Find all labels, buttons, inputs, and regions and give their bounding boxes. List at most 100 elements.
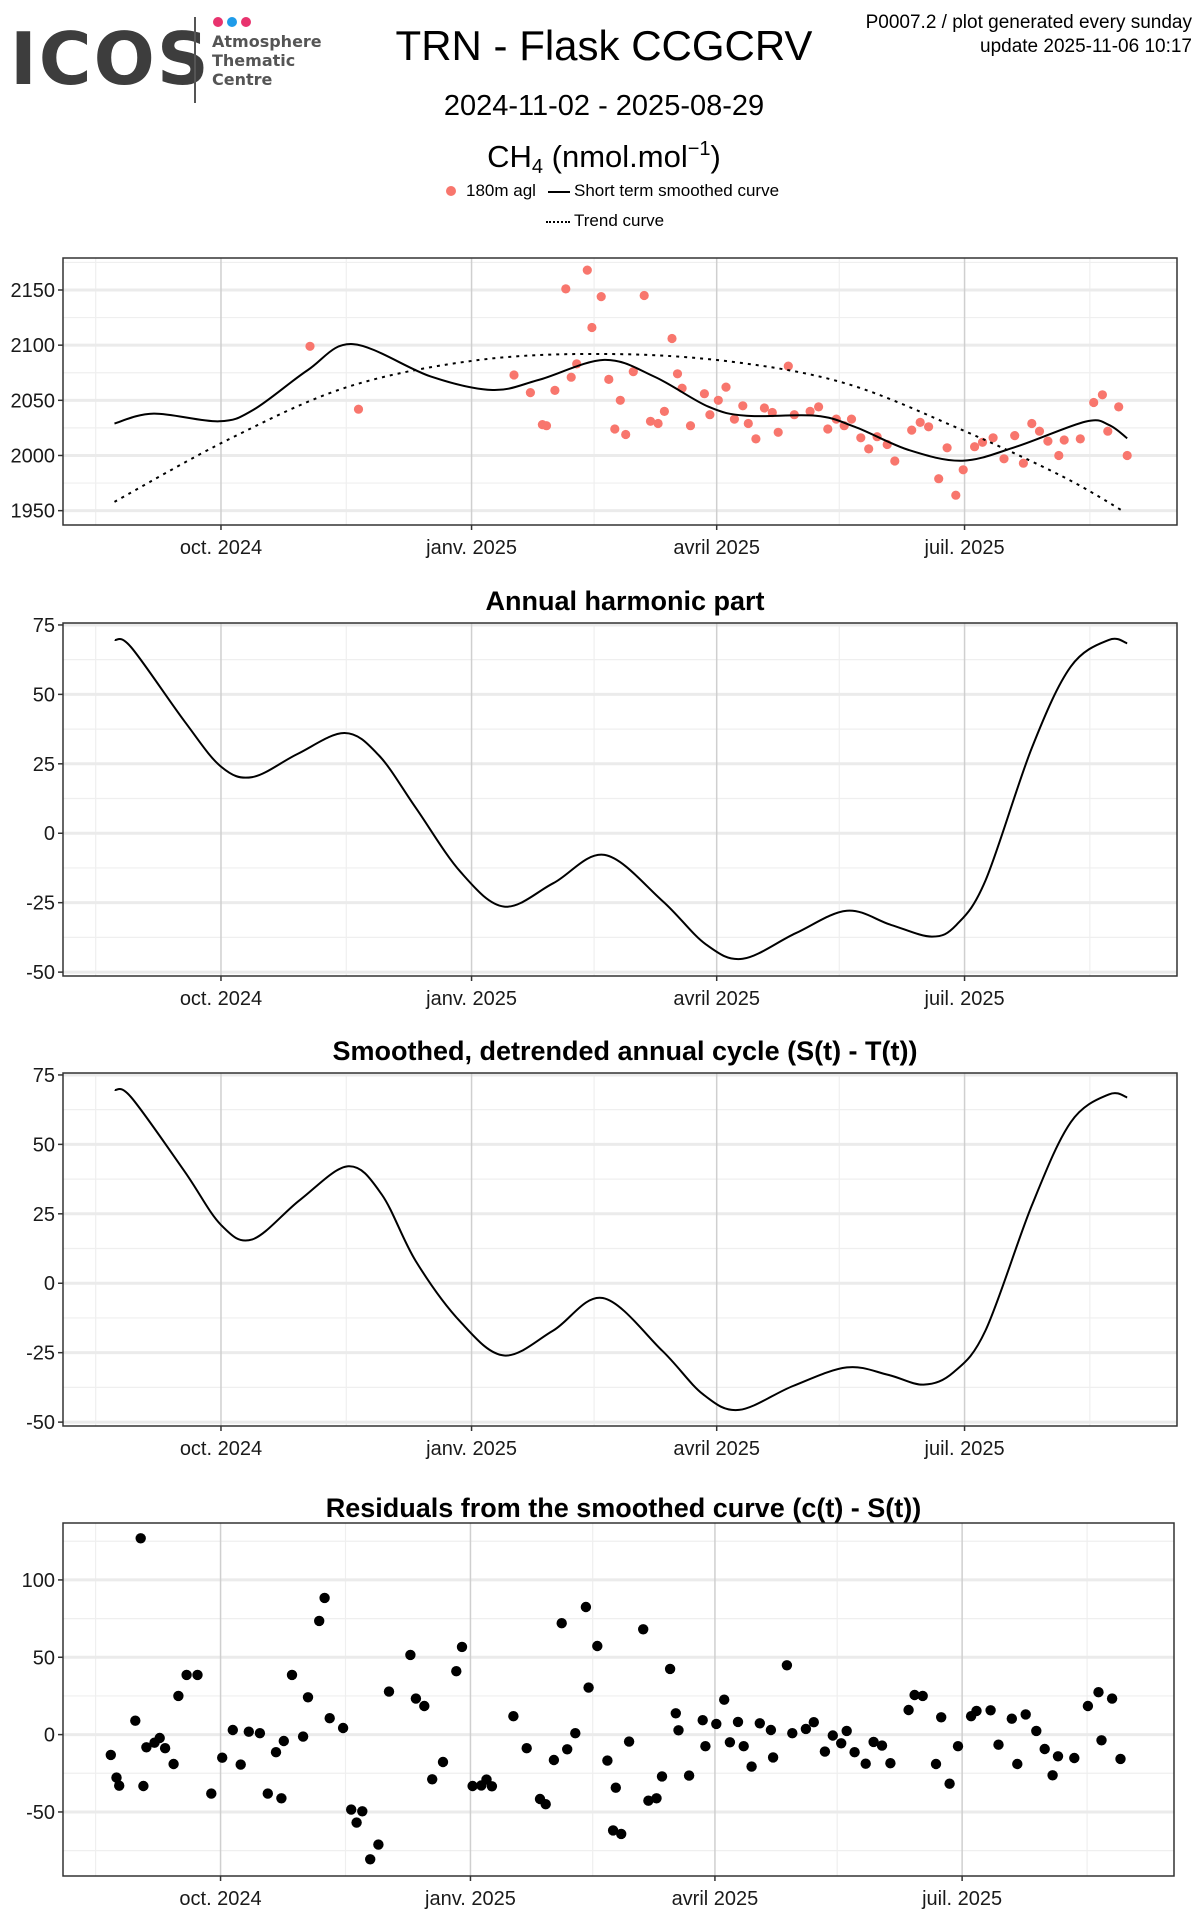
data-point <box>1012 1758 1023 1770</box>
data-point <box>1034 426 1045 436</box>
data-point <box>751 434 761 444</box>
data-point <box>550 385 560 395</box>
data-point <box>746 1761 757 1772</box>
data-point <box>743 418 753 429</box>
data-point <box>592 1640 603 1652</box>
y-tick-label: 2100 <box>11 335 56 357</box>
data-point <box>915 417 925 427</box>
y-tick-label: 25 <box>33 1204 55 1226</box>
icos-logo: ICOS <box>10 17 211 101</box>
data-point <box>173 1690 184 1702</box>
x-tick-label: juil. 2025 <box>924 1438 1005 1460</box>
data-point <box>653 418 663 429</box>
data-point <box>988 433 998 443</box>
data-point <box>540 1799 551 1810</box>
data-point <box>419 1700 430 1712</box>
data-point <box>621 429 631 440</box>
data-point <box>841 1725 852 1737</box>
y-tick-label: 0 <box>44 1273 55 1295</box>
logo-subtitle-line: Centre <box>212 70 273 89</box>
data-point <box>1027 418 1037 429</box>
data-point <box>1031 1725 1042 1737</box>
data-point <box>262 1788 273 1799</box>
data-point <box>670 1708 681 1719</box>
data-point <box>1018 458 1028 468</box>
detrended-cycle-chart: -50 -25 0 25 50 75 oct. 2024 janv. 2025 avril 20… <box>26 1036 1178 1460</box>
data-point <box>667 333 677 344</box>
data-point <box>346 1804 357 1815</box>
data-point <box>427 1774 438 1785</box>
data-point <box>561 284 571 294</box>
data-point <box>305 341 315 351</box>
data-point <box>405 1649 416 1661</box>
y-tick-label: 100 <box>22 1570 55 1592</box>
data-point <box>206 1788 217 1799</box>
data-point <box>814 402 824 412</box>
data-point <box>616 1828 627 1840</box>
data-point <box>353 404 364 414</box>
data-point <box>604 374 614 384</box>
x-tick-label: juil. 2025 <box>921 1888 1002 1910</box>
plot-border <box>62 1072 1178 1427</box>
data-point <box>615 395 625 405</box>
unit-close: ) <box>710 139 721 174</box>
data-point <box>659 406 670 416</box>
data-point <box>141 1742 152 1753</box>
y-tick-label: 2150 <box>11 280 56 302</box>
data-point <box>805 406 815 416</box>
data-point <box>324 1713 335 1724</box>
data-point <box>181 1669 192 1681</box>
data-point <box>724 1737 736 1748</box>
x-tick-label: janv. 2025 <box>424 1888 516 1910</box>
y-tick-label: -50 <box>26 1802 55 1824</box>
data-point <box>664 1663 676 1675</box>
data-point <box>1115 1753 1126 1765</box>
data-point <box>958 465 968 475</box>
x-tick-label: avril 2025 <box>673 1438 760 1460</box>
data-point <box>705 410 715 420</box>
data-point <box>985 1705 996 1716</box>
data-point <box>1097 390 1107 400</box>
data-point <box>700 1741 711 1752</box>
data-point <box>729 414 740 424</box>
data-point <box>783 361 793 371</box>
data-point <box>1010 431 1020 441</box>
data-point <box>952 1741 964 1752</box>
data-point <box>580 1601 592 1613</box>
legend-trend-label: Trend curve <box>574 211 665 230</box>
data-point <box>754 1718 765 1729</box>
plot-border <box>62 1522 1175 1877</box>
data-point <box>738 1741 749 1752</box>
data-point <box>672 369 683 379</box>
data-point <box>548 1754 560 1766</box>
data-point <box>1069 1752 1080 1764</box>
data-point <box>1059 435 1069 445</box>
data-point <box>1075 434 1085 444</box>
data-point <box>936 1712 947 1723</box>
data-point <box>467 1780 478 1792</box>
update-note: update 2025-11-06 10:17 <box>980 36 1192 57</box>
data-point <box>924 422 934 432</box>
x-tick-label: janv. 2025 <box>425 537 517 559</box>
unit-open: (nmol.mol <box>543 139 688 174</box>
y-tick-label: 25 <box>33 754 55 776</box>
annual-harmonic-chart: -50 -25 0 25 50 75 oct. 2024 janv. 2025 avril 20… <box>26 586 1178 1010</box>
data-point <box>699 389 710 399</box>
data-point <box>759 403 770 413</box>
data-point <box>227 1724 238 1736</box>
logo-dot <box>227 17 237 27</box>
data-point <box>337 1722 349 1734</box>
data-point <box>639 290 649 301</box>
data-point <box>602 1755 613 1766</box>
plot-border <box>62 257 1178 526</box>
data-point <box>713 395 723 405</box>
x-tick-label: juil. 2025 <box>924 988 1005 1010</box>
data-point <box>977 437 988 447</box>
data-point <box>270 1747 282 1758</box>
data-point <box>868 1736 879 1748</box>
data-point <box>787 1728 798 1739</box>
data-point <box>903 1704 914 1716</box>
data-point <box>314 1615 325 1627</box>
data-point <box>437 1756 449 1768</box>
